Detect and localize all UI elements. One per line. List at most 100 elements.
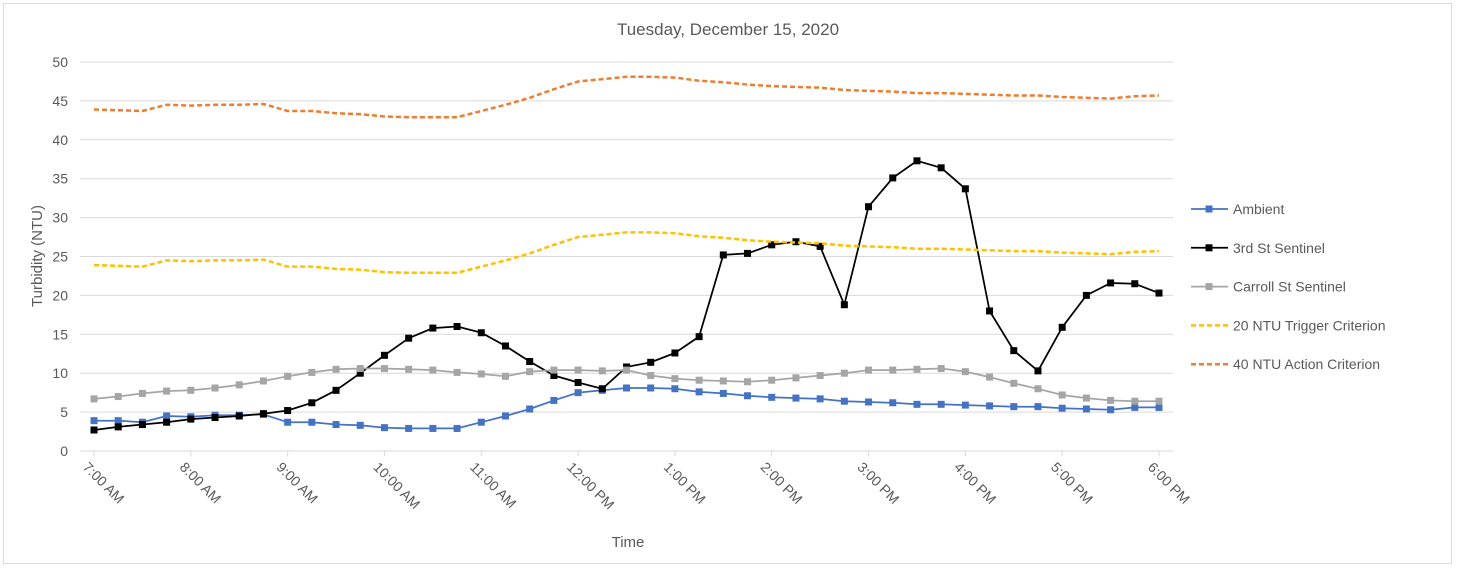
- data-point: [211, 414, 219, 422]
- data-point: [671, 375, 679, 383]
- data-point: [1058, 404, 1066, 412]
- data-point: [90, 395, 98, 403]
- data-point: [937, 365, 945, 373]
- data-point: [840, 397, 848, 405]
- data-point: [1131, 403, 1139, 411]
- x-axis-ticks: 7:00 AM 8:00 AM 9:00 AM 10:00 AM 11:00 AM 12:…: [80, 451, 1193, 513]
- data-point: [429, 424, 437, 432]
- x-tick-label: 5:00 PM: [1048, 459, 1096, 507]
- legend-label: 40 NTU Action Criterion: [1233, 356, 1380, 372]
- data-point: [768, 393, 776, 401]
- data-point: [574, 366, 582, 374]
- data-point: [114, 423, 122, 431]
- data-point: [356, 365, 364, 373]
- data-point: [889, 399, 897, 407]
- data-point: [1155, 403, 1163, 411]
- data-point: [526, 405, 534, 413]
- data-point: [647, 358, 655, 366]
- data-point: [163, 387, 171, 395]
- data-point: [768, 376, 776, 384]
- data-point: [114, 417, 122, 425]
- data-point: [695, 376, 703, 384]
- data-point: [986, 402, 994, 410]
- data-point: [937, 164, 945, 172]
- data-point: [526, 368, 534, 376]
- data-point: [332, 365, 340, 373]
- data-point: [744, 249, 752, 257]
- legend-label: 20 NTU Trigger Criterion: [1233, 317, 1386, 333]
- data-point: [695, 333, 703, 341]
- data-point: [1082, 405, 1090, 413]
- data-point: [90, 417, 98, 425]
- x-tick-label: 6:00 PM: [1145, 459, 1193, 507]
- y-tick-label: 35: [52, 171, 68, 187]
- data-point: [1155, 289, 1163, 297]
- data-point: [1034, 367, 1042, 375]
- data-point: [284, 418, 292, 426]
- data-point: [114, 393, 122, 401]
- x-tick-label: 12:00 PM: [564, 459, 618, 513]
- data-point: [453, 323, 461, 331]
- data-point: [671, 349, 679, 357]
- series-4: [93, 75, 1160, 119]
- data-point: [308, 399, 316, 407]
- data-point: [308, 418, 316, 426]
- data-point: [187, 415, 195, 423]
- data-point: [623, 366, 630, 374]
- chart-title: Tuesday, December 15, 2020: [617, 20, 839, 39]
- legend-item: 20 NTU Trigger Criterion: [1191, 317, 1386, 333]
- series-line: [93, 231, 1160, 275]
- data-point: [501, 412, 509, 420]
- data-point: [889, 366, 897, 374]
- data-point: [986, 373, 994, 381]
- y-axis-title: Turbidity (NTU): [29, 205, 46, 307]
- data-point: [380, 351, 388, 359]
- data-point: [598, 367, 606, 375]
- y-tick-label: 50: [52, 54, 68, 70]
- data-point: [768, 241, 776, 249]
- data-point: [865, 203, 873, 211]
- data-point: [647, 384, 655, 392]
- data-point: [913, 365, 921, 373]
- data-point: [671, 385, 679, 393]
- data-point: [840, 369, 848, 377]
- data-point: [380, 365, 388, 373]
- data-point: [477, 329, 485, 337]
- data-point: [550, 396, 558, 404]
- x-tick-label: 8:00 AM: [177, 459, 225, 507]
- data-point: [1131, 397, 1139, 405]
- data-point: [913, 400, 921, 408]
- data-point: [816, 372, 824, 380]
- data-point: [138, 389, 146, 397]
- data-point: [453, 368, 461, 376]
- data-point: [1082, 394, 1090, 402]
- data-point: [1058, 391, 1066, 399]
- data-point: [405, 334, 413, 342]
- data-point: [647, 372, 655, 380]
- data-point: [550, 372, 558, 380]
- data-point: [1034, 385, 1042, 393]
- x-tick-label: 2:00 PM: [758, 459, 806, 507]
- x-tick-label: 9:00 AM: [274, 459, 322, 507]
- legend-item: Carroll St Sentinel: [1191, 279, 1346, 295]
- data-point: [719, 377, 727, 385]
- y-tick-label: 5: [60, 404, 68, 420]
- data-point: [889, 174, 897, 182]
- data-point: [284, 407, 292, 415]
- legend-item: 40 NTU Action Criterion: [1191, 356, 1380, 372]
- y-tick-label: 10: [52, 365, 68, 381]
- legend-label: 3rd St Sentinel: [1233, 240, 1325, 256]
- data-point: [1107, 396, 1115, 404]
- data-point: [235, 381, 243, 389]
- data-point: [356, 421, 364, 429]
- data-point: [574, 389, 582, 397]
- data-point: [986, 307, 994, 315]
- x-tick-label: 3:00 PM: [854, 459, 902, 507]
- data-point: [1155, 397, 1163, 405]
- legend-label: Carroll St Sentinel: [1233, 279, 1346, 295]
- data-point: [453, 424, 461, 432]
- data-point: [163, 418, 171, 426]
- y-axis-ticks: 0 5 10 15 20 25 30 35 40 45 50: [52, 54, 68, 459]
- data-point: [163, 412, 171, 420]
- y-tick-label: 25: [52, 249, 68, 265]
